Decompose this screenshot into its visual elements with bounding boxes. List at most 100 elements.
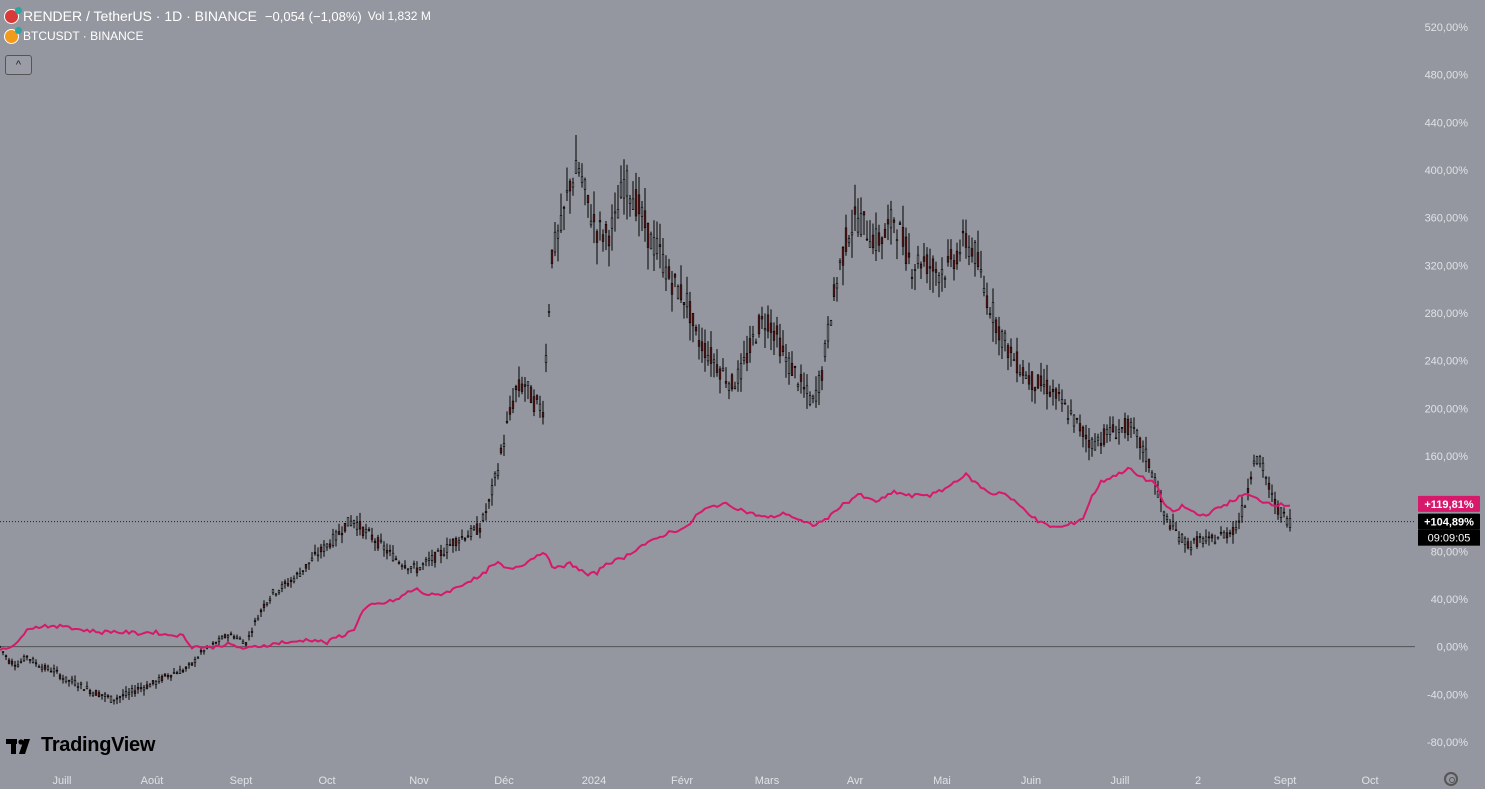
- candle-body: [1138, 437, 1142, 448]
- candle-body: [1123, 418, 1127, 433]
- candle-body: [106, 695, 110, 698]
- candle-body: [295, 572, 299, 575]
- candle-body: [1288, 518, 1292, 528]
- candle-body: [589, 220, 593, 226]
- candle-body: [1144, 448, 1148, 462]
- candle-body: [262, 603, 266, 608]
- chart-settings-gear-icon[interactable]: [1444, 772, 1458, 786]
- candle-body: [820, 370, 824, 381]
- candle-body: [1060, 399, 1064, 405]
- candle-body: [439, 550, 443, 556]
- candle-body: [928, 266, 932, 269]
- candle-body: [970, 248, 974, 257]
- price-badge-bg: [1418, 495, 1480, 512]
- candle-body: [364, 528, 368, 533]
- candle-body: [865, 238, 869, 241]
- candle-body: [244, 642, 248, 646]
- candle-body: [700, 341, 704, 352]
- candle-body: [1129, 421, 1133, 428]
- candle-body: [1036, 374, 1040, 389]
- candle-body: [1114, 437, 1118, 440]
- candle-body: [331, 534, 335, 546]
- candle-body: [1270, 492, 1274, 495]
- candle-body: [211, 642, 215, 645]
- candle-body: [271, 589, 275, 594]
- candle-body: [1174, 529, 1178, 532]
- candle-body: [127, 692, 131, 695]
- candle-body: [580, 176, 584, 183]
- candle-body: [1024, 374, 1028, 379]
- candle-body: [1039, 375, 1043, 387]
- candle-body: [307, 562, 311, 565]
- candle-body: [298, 572, 302, 577]
- candle-body: [16, 664, 20, 668]
- candle-body: [598, 220, 602, 223]
- candle-body: [532, 396, 536, 412]
- candle-body: [424, 559, 428, 562]
- candle-body: [1120, 427, 1124, 429]
- candle-body: [1090, 438, 1094, 449]
- main-symbol-row[interactable]: RENDER / TetherUS · 1D · BINANCE −0,054 …: [4, 6, 431, 26]
- candle-body: [985, 295, 989, 308]
- candle-body: [952, 260, 956, 270]
- candle-body: [901, 227, 905, 247]
- candle-body: [694, 326, 698, 332]
- candle-body: [76, 686, 80, 688]
- candle-body: [559, 215, 563, 231]
- candle-body: [403, 565, 407, 569]
- candle-body: [97, 692, 101, 697]
- candle-body: [1207, 536, 1211, 539]
- candle-body: [832, 284, 836, 297]
- tradingview-wordmark: TradingView: [41, 734, 156, 756]
- candle-body: [1141, 445, 1145, 453]
- candle-body: [847, 238, 851, 244]
- candle-body: [1105, 428, 1109, 435]
- candle-body: [481, 514, 485, 521]
- candle-body: [640, 206, 644, 217]
- candle-body: [394, 558, 398, 561]
- candle-body: [958, 252, 962, 255]
- candle-body: [718, 368, 722, 380]
- candle-body: [1033, 387, 1037, 392]
- price-badge-label: +119,81%: [1424, 499, 1473, 511]
- candle-body: [46, 666, 50, 670]
- candle-body: [979, 269, 983, 273]
- compare-symbol-row[interactable]: BTCUSDT · BINANCE: [4, 26, 431, 44]
- candle-body: [196, 657, 200, 659]
- candle-body: [904, 236, 908, 264]
- candle-body: [472, 526, 476, 530]
- candle-body: [856, 217, 860, 233]
- candle-body: [34, 662, 38, 665]
- candle-body: [1012, 359, 1016, 362]
- candle-body: [1183, 537, 1187, 546]
- candle-body: [433, 552, 437, 563]
- candle-body: [871, 234, 875, 249]
- candle-body: [616, 209, 620, 219]
- x-tick-label: Sept: [1274, 775, 1297, 787]
- candle-body: [157, 677, 161, 683]
- tradingview-mark-icon: [6, 738, 30, 754]
- candle-body: [385, 549, 389, 554]
- candle-body: [769, 322, 773, 333]
- candle-body: [487, 499, 491, 502]
- candle-body: [514, 386, 518, 391]
- candle-body: [1198, 536, 1202, 538]
- candle-body: [1021, 367, 1025, 376]
- candle-body: [58, 674, 62, 679]
- candle-body: [268, 598, 272, 601]
- y-tick-label: 520,00%: [1425, 22, 1469, 34]
- x-tick-label: Nov: [409, 775, 429, 787]
- candle-body: [1231, 527, 1235, 535]
- candle-body: [697, 340, 701, 347]
- candle-body: [70, 678, 74, 683]
- candle-body: [811, 395, 815, 399]
- candle-body: [568, 180, 572, 192]
- tradingview-logo[interactable]: TradingView: [6, 734, 155, 757]
- candle-body: [301, 570, 305, 572]
- candle-body: [370, 534, 374, 540]
- candle-body: [1210, 534, 1214, 539]
- candle-body: [358, 521, 362, 530]
- candle-body: [562, 206, 566, 209]
- legend-collapse-button[interactable]: ^: [5, 55, 32, 75]
